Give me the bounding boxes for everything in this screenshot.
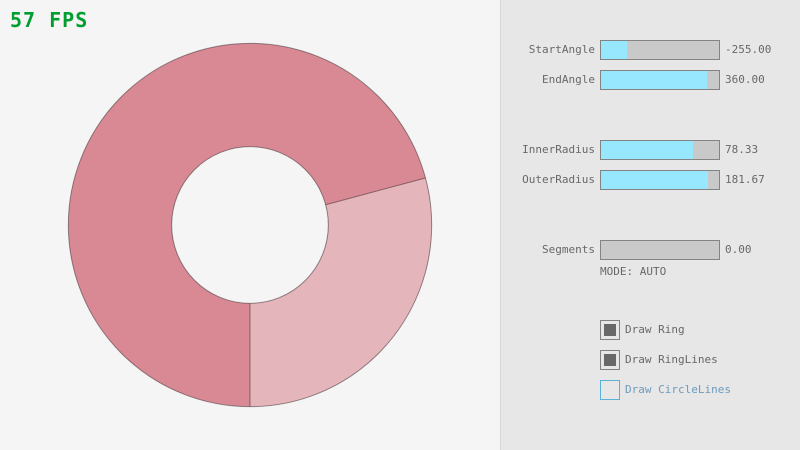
inner-radius-label: InnerRadius [522,143,595,156]
end-angle-slider-fill [601,71,708,89]
outer-radius-row: OuterRadius 181.67 [0,170,800,190]
outer-radius-slider-fill [601,171,709,189]
inner-radius-row: InnerRadius 78.33 [0,140,800,160]
draw-ring-checkbox-label: Draw Ring [625,323,685,336]
end-angle-value: 360.00 [725,73,765,86]
draw-circlelines-checkbox-row: Draw CircleLines [0,380,800,400]
draw-circlelines-checkbox-label: Draw CircleLines [625,383,731,396]
segments-mode-text: MODE: AUTO [600,265,667,278]
draw-ring-check-mark [604,324,616,336]
outer-radius-label: OuterRadius [522,173,595,186]
start-angle-slider-fill [601,41,627,59]
draw-ringlines-check-mark [604,354,616,366]
ring-outer-line [67,42,433,408]
outer-radius-slider[interactable] [600,170,720,190]
ring-cap-line-1 [325,177,426,206]
end-angle-slider[interactable] [600,70,720,90]
start-angle-value: -255.00 [725,43,772,56]
end-angle-label: EndAngle [542,73,595,86]
draw-ring-checkbox-row: Draw Ring [0,320,800,340]
inner-radius-slider-fill [601,141,694,159]
segments-value: 0.00 [725,243,752,256]
start-angle-row: StartAngle -255.00 [0,40,800,60]
segments-label: Segments [542,243,595,256]
segments-row: Segments 0.00 [0,240,800,260]
outer-radius-value: 181.67 [725,173,765,186]
draw-ringlines-checkbox-row: Draw RingLines [0,350,800,370]
segments-slider[interactable] [600,240,720,260]
end-angle-row: EndAngle 360.00 [0,70,800,90]
ring-single-coverage [250,177,432,407]
ring-inner-line [171,146,329,304]
draw-circlelines-checkbox[interactable] [600,380,620,400]
draw-ring-checkbox[interactable] [600,320,620,340]
draw-ringlines-checkbox[interactable] [600,350,620,370]
inner-radius-value: 78.33 [725,143,759,156]
start-angle-label: StartAngle [528,43,595,56]
fps-counter: 57 FPS [10,8,89,32]
draw-ringlines-checkbox-label: Draw RingLines [625,353,718,366]
start-angle-slider[interactable] [600,40,720,60]
inner-radius-slider[interactable] [600,140,720,160]
